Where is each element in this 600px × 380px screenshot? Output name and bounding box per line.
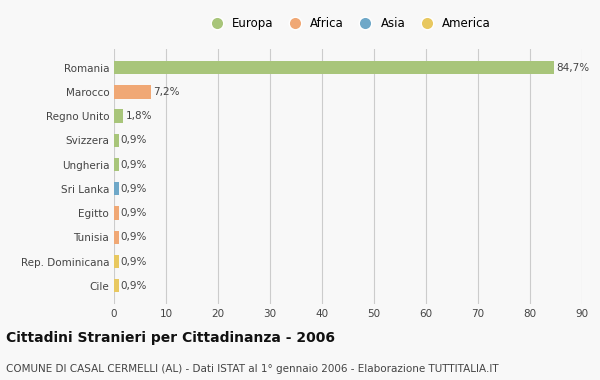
Text: COMUNE DI CASAL CERMELLI (AL) - Dati ISTAT al 1° gennaio 2006 - Elaborazione TUT: COMUNE DI CASAL CERMELLI (AL) - Dati IST… <box>6 364 499 374</box>
Text: 0,9%: 0,9% <box>121 184 147 194</box>
Bar <box>114 231 119 244</box>
Text: 0,9%: 0,9% <box>121 232 147 242</box>
Text: 0,9%: 0,9% <box>121 256 147 266</box>
Bar <box>114 255 119 268</box>
Text: 0,9%: 0,9% <box>121 208 147 218</box>
Text: 7,2%: 7,2% <box>154 87 180 97</box>
Bar <box>114 158 119 171</box>
Legend: Europa, Africa, Asia, America: Europa, Africa, Asia, America <box>203 14 493 32</box>
Bar <box>114 206 119 220</box>
Bar <box>114 85 151 98</box>
Bar <box>114 134 119 147</box>
Bar <box>114 279 119 293</box>
Bar <box>114 109 124 123</box>
Text: 0,9%: 0,9% <box>121 160 147 169</box>
Text: 1,8%: 1,8% <box>125 111 152 121</box>
Bar <box>114 61 554 74</box>
Text: Cittadini Stranieri per Cittadinanza - 2006: Cittadini Stranieri per Cittadinanza - 2… <box>6 331 335 345</box>
Text: 84,7%: 84,7% <box>557 63 590 73</box>
Bar <box>114 182 119 195</box>
Text: 0,9%: 0,9% <box>121 281 147 291</box>
Text: 0,9%: 0,9% <box>121 135 147 145</box>
